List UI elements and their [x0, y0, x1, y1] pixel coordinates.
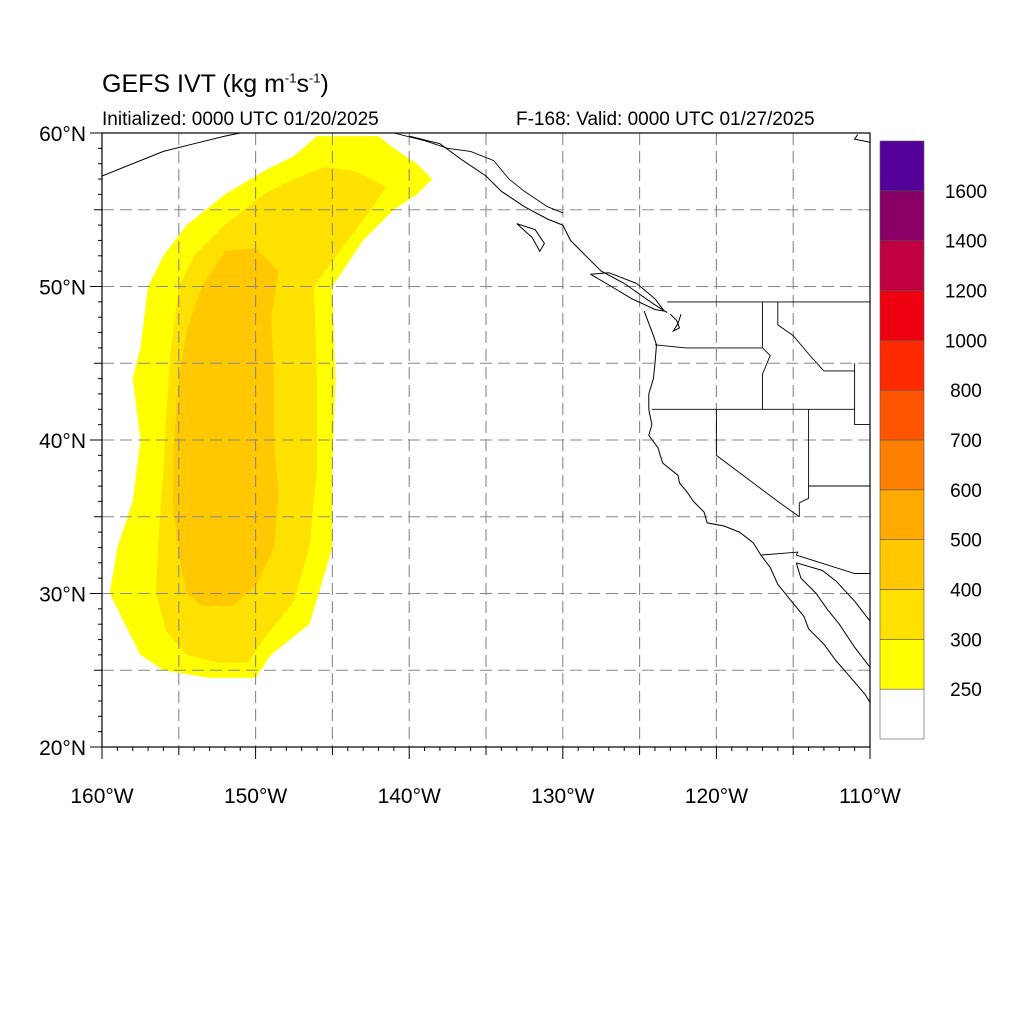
colorbar-label: 700 — [950, 431, 982, 452]
coastline-vancouver-island — [590, 272, 666, 312]
colorbar-box — [879, 290, 925, 341]
chart-title: GEFS IVT (kg m-1s-1) — [102, 70, 329, 98]
colorbar-label: 300 — [950, 630, 982, 651]
valid-time-text: F-168: Valid: 0000 UTC 01/27/2025 — [516, 109, 815, 130]
coastline-nw-corner-tip — [853, 134, 870, 143]
colorbar: 250 300 400 500 600 700 800 1000 1200 1400 1600 — [879, 140, 987, 740]
border-or-id — [762, 347, 771, 410]
lat-label: 30°N — [39, 584, 86, 607]
border-id-wy-edge — [854, 363, 870, 426]
colorbar-label: 400 — [950, 581, 982, 602]
latitude-labels: 60°N 50°N 40°N 30°N 20°N — [39, 123, 86, 760]
lon-label: 140°W — [378, 785, 441, 808]
colorbar-label: 1200 — [945, 282, 987, 303]
border-id-mt — [777, 301, 855, 372]
lat-label: 20°N — [39, 737, 86, 760]
lat-label: 40°N — [39, 430, 86, 453]
coastline-gulf-of-california — [795, 562, 870, 668]
ivt-fields — [109, 136, 433, 678]
coastline-mexico-mainland — [796, 562, 870, 622]
coastline-haida-gwaii — [516, 223, 545, 253]
coastline-alaska-panhandle — [409, 135, 563, 226]
coastline-alaska-southcentral — [102, 133, 241, 177]
initialized-text: Initialized: 0000 UTC 01/20/2025 — [102, 109, 379, 130]
colorbar-box — [879, 589, 925, 640]
colorbar-label: 1400 — [945, 232, 987, 253]
colorbar-box — [879, 639, 925, 690]
longitude-labels: 160°W 150°W 140°W 130°W 120°W 110°W — [70, 785, 901, 808]
political-borders — [393, 133, 870, 574]
colorbar-box — [879, 439, 925, 491]
lon-label: 110°W — [839, 785, 901, 808]
lon-label: 130°W — [531, 785, 594, 808]
coastline-us-west-coast — [643, 310, 870, 703]
colorbar-label: 500 — [950, 531, 982, 552]
lat-label: 60°N — [39, 123, 86, 146]
coastline-puget-sound — [669, 313, 682, 333]
colorbar-box — [879, 240, 925, 291]
colorbar-label: 600 — [950, 481, 982, 502]
coastline-bc-coast — [562, 224, 668, 314]
colorbar-label: 1000 — [945, 331, 987, 352]
colorbar-box — [879, 688, 925, 740]
colorbar-box — [879, 539, 925, 590]
border-nv-az — [798, 409, 810, 517]
colorbar-box — [879, 340, 925, 391]
border-ca-nv-east — [715, 409, 800, 518]
colorbar-box — [879, 190, 925, 241]
colorbar-box — [879, 140, 925, 192]
lon-label: 160°W — [70, 785, 133, 808]
border-canada-alaska-border — [393, 133, 563, 214]
colorbar-label: 800 — [950, 381, 982, 402]
border-us-mexico — [760, 551, 870, 574]
colorbar-box — [879, 389, 925, 441]
colorbar-label: 1600 — [945, 182, 987, 203]
lon-label: 120°W — [685, 785, 748, 808]
lat-label: 50°N — [39, 277, 86, 300]
axis-ticks — [90, 132, 871, 759]
coastlines — [102, 133, 870, 703]
lon-label: 150°W — [224, 785, 287, 808]
border-wa-or — [654, 344, 763, 349]
colorbar-label: 250 — [950, 680, 982, 701]
colorbar-box — [879, 489, 925, 540]
